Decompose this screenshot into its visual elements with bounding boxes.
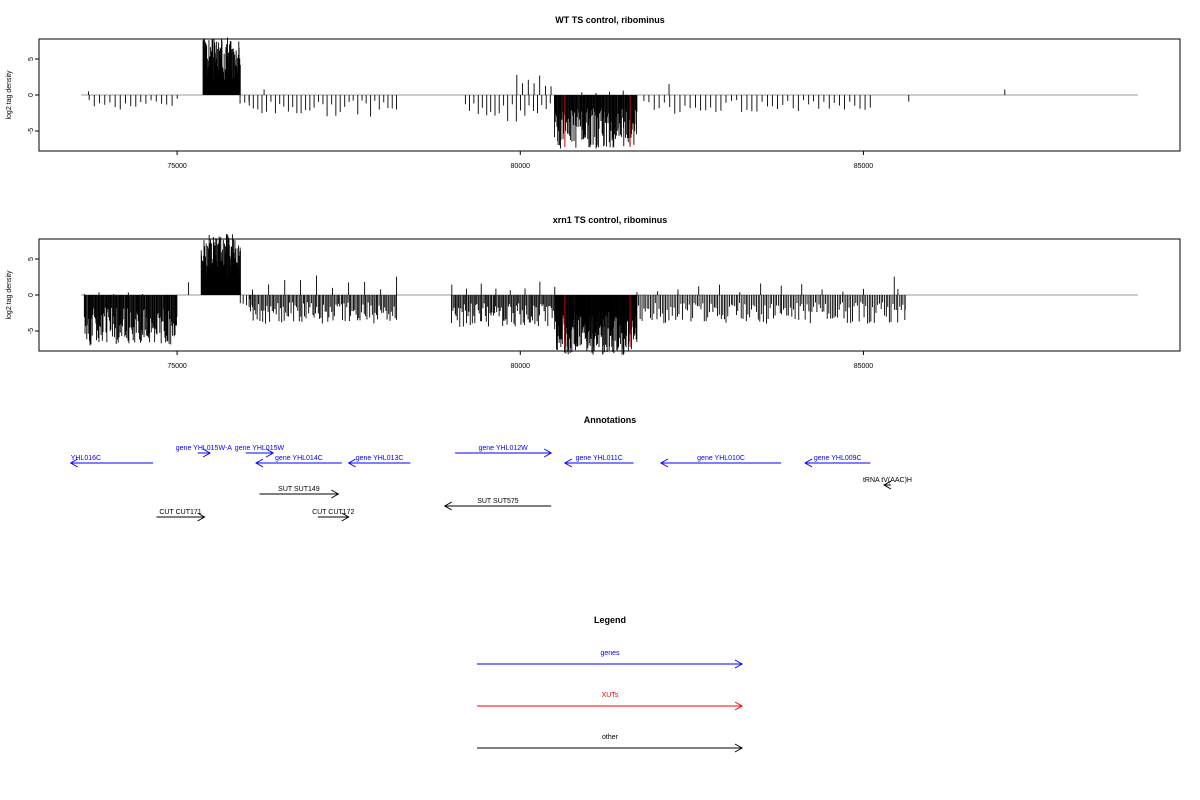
legend-title: Legend xyxy=(594,615,626,625)
y-tick-label: 5 xyxy=(28,257,35,261)
x-tick-label: 80000 xyxy=(511,163,531,170)
feature-label: YHL016C xyxy=(71,455,101,462)
x-tick-label: 75000 xyxy=(167,363,187,370)
annotation-feature: SUT SUT575 xyxy=(443,498,552,511)
legend-item: genes xyxy=(477,650,744,669)
x-tick-label: 85000 xyxy=(854,363,874,370)
feature-arrow-head xyxy=(202,448,212,458)
legend-items: genes XUTs other xyxy=(477,650,744,753)
feature-label: CUT CUT171 xyxy=(159,509,201,516)
y-axis-label: log2 tag density xyxy=(6,70,13,120)
legend-label: genes xyxy=(600,650,620,657)
feature-arrow-head xyxy=(563,458,573,468)
feature-arrow-head xyxy=(347,458,356,468)
feature-arrow-head xyxy=(341,512,350,522)
y-tick-label: 0 xyxy=(28,93,35,97)
feature-label: CUT CUT172 xyxy=(312,509,354,516)
annotation-feature: gene YHL009C xyxy=(804,455,871,468)
feature-label: SUT SUT575 xyxy=(477,498,519,505)
feature-label: gene YHL011C xyxy=(576,455,623,462)
feature-label: gene YHL012W xyxy=(478,445,528,452)
annotation-feature: gene YHL013C xyxy=(347,455,411,468)
feature-label: tRNA tV(AAC)H xyxy=(863,477,912,484)
feature-arrow-head xyxy=(804,458,813,468)
feature-arrow-head xyxy=(883,480,892,490)
legend-label: other xyxy=(602,734,619,741)
y-tick-label: 0 xyxy=(28,293,35,297)
feature-arrow-head xyxy=(255,458,264,468)
feature-list: YHL016C gene YHL015W-A gene YHL015W gene YH… xyxy=(69,445,912,522)
coverage-bars xyxy=(81,37,1138,149)
annotation-feature: YHL016C xyxy=(69,455,154,468)
feature-arrow-head xyxy=(443,501,453,511)
axes: 5 0 -5 75000 80000 85000 xyxy=(28,57,873,170)
coverage-bars xyxy=(81,234,1138,355)
feature-arrow-head xyxy=(659,458,669,468)
legend-arrow-head xyxy=(734,701,744,711)
feature-label: gene YHL010C xyxy=(697,455,745,462)
legend-item: other xyxy=(477,734,744,753)
feature-arrow-head xyxy=(265,448,275,458)
y-tick-label: 5 xyxy=(28,57,35,61)
feature-label: gene YHL015W xyxy=(235,445,285,452)
annotation-feature: SUT SUT149 xyxy=(259,486,340,499)
annotation-feature: gene YHL010C xyxy=(659,455,782,468)
feature-label: gene YHL013C xyxy=(356,455,404,462)
x-tick-label: 85000 xyxy=(854,163,874,170)
x-tick-label: 80000 xyxy=(511,363,531,370)
panel-title: xrn1 TS control, ribominus xyxy=(553,215,668,225)
legend-arrow-head xyxy=(734,743,744,753)
annotation-feature: gene YHL014C xyxy=(255,455,342,468)
y-axis-label: log2 tag density xyxy=(6,270,13,320)
legend-label: XUTs xyxy=(602,692,619,699)
x-tick-label: 75000 xyxy=(167,163,187,170)
annotations-title: Annotations xyxy=(584,415,637,425)
legend-arrow-head xyxy=(734,659,744,669)
feature-arrow-head xyxy=(543,448,553,458)
wt-coverage-panel: WT TS control, ribominus log2 tag densit… xyxy=(6,15,1181,170)
annotation-feature: gene YHL012W xyxy=(455,445,553,458)
feature-arrow-head xyxy=(331,489,340,499)
feature-arrow-head xyxy=(197,512,206,522)
annotation-feature: CUT CUT172 xyxy=(312,509,354,522)
annotation-feature: gene YHL015W xyxy=(235,445,285,458)
y-tick-label: -5 xyxy=(28,128,35,134)
annotation-feature: CUT CUT171 xyxy=(156,509,206,522)
xrn1-coverage-panel: xrn1 TS control, ribominus log2 tag dens… xyxy=(6,215,1181,370)
axes: 5 0 -5 75000 80000 85000 xyxy=(28,257,873,370)
legend-item: XUTs xyxy=(477,692,744,711)
annotation-feature: gene YHL015W-A xyxy=(176,445,232,458)
legend: Legend genes XUTs other xyxy=(477,615,744,753)
feature-label: gene YHL014C xyxy=(275,455,323,462)
feature-label: SUT SUT149 xyxy=(278,486,320,493)
y-tick-label: -5 xyxy=(28,328,35,334)
panel-title: WT TS control, ribominus xyxy=(555,15,665,25)
feature-label: gene YHL015W-A xyxy=(176,445,232,452)
feature-arrow-head xyxy=(69,458,78,468)
feature-label: gene YHL009C xyxy=(814,455,862,462)
annotation-feature: gene YHL011C xyxy=(563,455,634,468)
annotation-feature: tRNA tV(AAC)H xyxy=(863,477,912,490)
